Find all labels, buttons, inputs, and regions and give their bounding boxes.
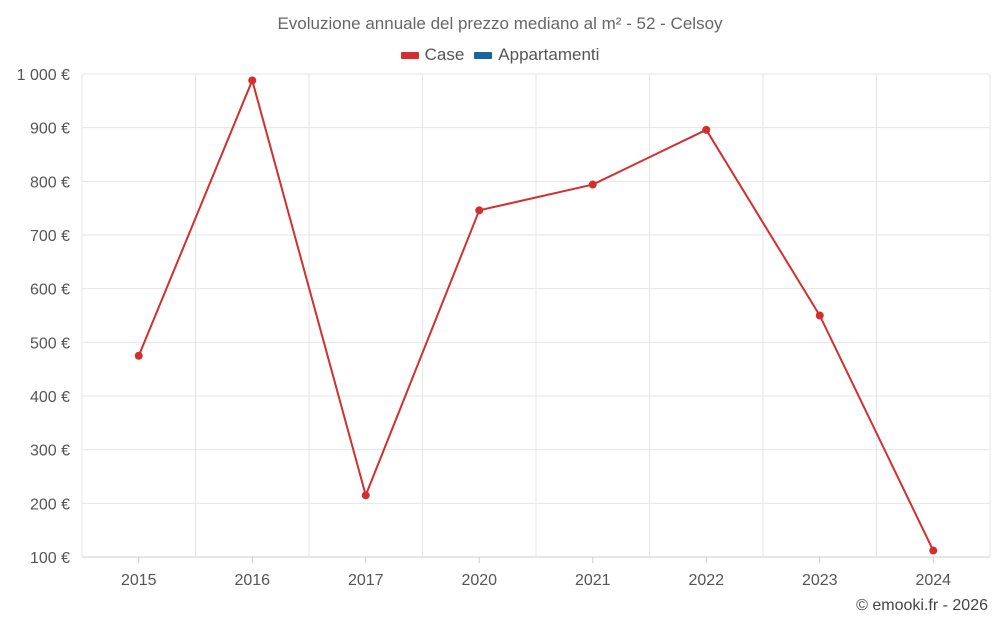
x-tick-label: 2017	[348, 572, 384, 589]
legend-label-case: Case	[424, 45, 465, 64]
data-point-case	[134, 351, 143, 360]
series-line-case	[137, 79, 935, 551]
series-layer	[134, 76, 938, 555]
y-tick-label: 200 €	[30, 496, 70, 513]
data-point-case	[361, 491, 370, 500]
legend-label-appartamenti: Appartamenti	[498, 45, 600, 64]
grid	[81, 73, 991, 558]
y-tick-label: 400 €	[30, 389, 70, 406]
y-axis: 100 € 200 € 300 € 400 € 500 € 600 € 700 € 800 €…	[17, 67, 70, 567]
data-point-case	[702, 125, 711, 134]
y-tick-label: 100 €	[30, 550, 70, 567]
data-point-case	[248, 76, 257, 85]
x-axis: 2015 2016 2017 2020 2021 2022 2023 2024	[121, 557, 951, 589]
data-point-case	[929, 546, 938, 555]
y-tick-label: 900 €	[30, 121, 70, 138]
legend: Case Appartamenti	[0, 45, 1000, 65]
legend-swatch-case	[400, 51, 419, 59]
data-point-case	[815, 311, 824, 320]
y-tick-label: 1 000 €	[17, 67, 70, 84]
legend-item-case[interactable]: Case	[400, 45, 465, 65]
y-tick-label: 300 €	[30, 443, 70, 460]
chart-title: Evoluzione annuale del prezzo mediano al…	[277, 14, 723, 33]
y-tick-label: 700 €	[30, 228, 70, 245]
data-point-case	[588, 180, 597, 189]
x-tick-label: 2023	[802, 572, 838, 589]
legend-item-appartamenti[interactable]: Appartamenti	[474, 45, 599, 65]
y-tick-label: 800 €	[30, 174, 70, 191]
y-tick-label: 600 €	[30, 282, 70, 299]
x-tick-label: 2021	[575, 572, 611, 589]
data-point-case	[475, 206, 484, 215]
x-tick-label: 2024	[915, 572, 951, 589]
x-tick-label: 2020	[461, 572, 497, 589]
credit-text: © emooki.fr - 2026	[856, 597, 988, 614]
y-tick-label: 500 €	[30, 335, 70, 352]
x-tick-label: 2022	[688, 572, 724, 589]
legend-swatch-appartamenti	[474, 51, 493, 59]
x-tick-label: 2016	[234, 572, 270, 589]
x-tick-label: 2015	[121, 572, 157, 589]
